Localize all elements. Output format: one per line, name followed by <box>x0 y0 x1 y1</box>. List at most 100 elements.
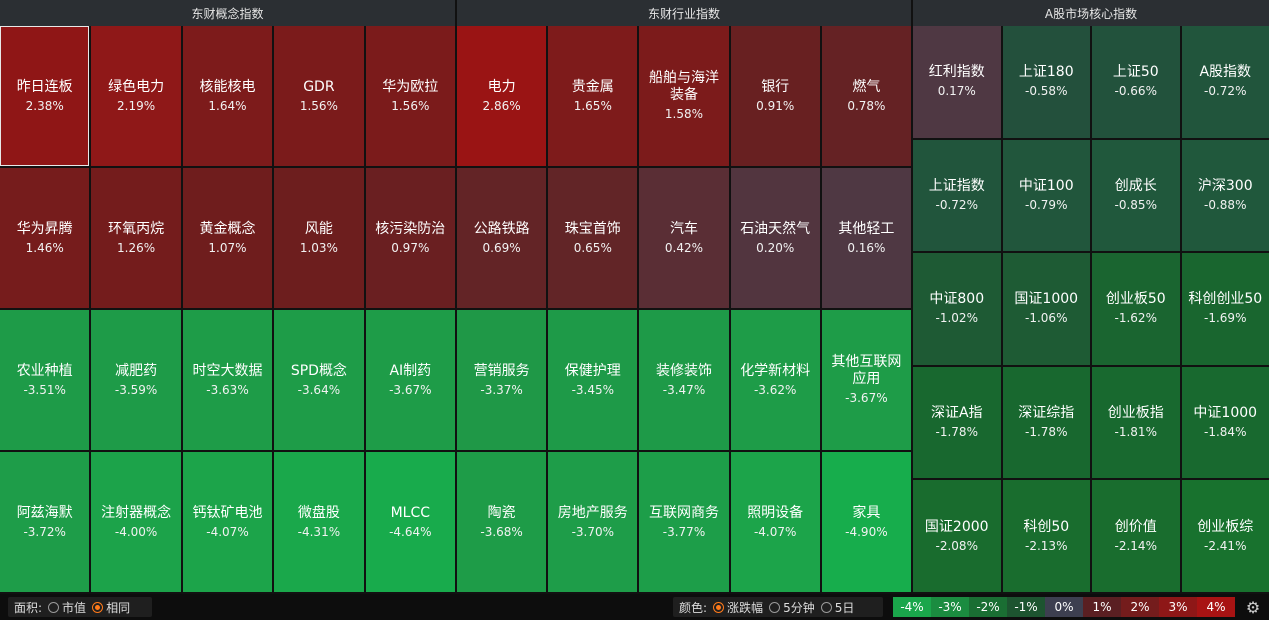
treemap-tile[interactable]: 房地产服务 -3.70% <box>548 452 638 592</box>
treemap-tile[interactable]: 珠宝首饰 0.65% <box>548 168 638 308</box>
tile-change: 1.56% <box>299 98 338 113</box>
treemap-tile[interactable]: 微盘股 -4.31% <box>274 452 364 592</box>
tile-name: 银行 <box>761 78 790 95</box>
tile-change: -0.88% <box>1204 197 1247 212</box>
tile-change: 0.78% <box>847 98 886 113</box>
treemap-tile[interactable]: 昨日连板 2.38% <box>0 26 90 166</box>
color-option-5day[interactable]: 5日 <box>820 599 854 616</box>
tile-change: 1.58% <box>664 107 704 121</box>
color-option-5min[interactable]: 5分钟 <box>769 599 815 616</box>
treemap-tile[interactable]: 风能 1.03% <box>274 168 364 308</box>
treemap-tile[interactable]: AI制药 -3.67% <box>365 310 455 450</box>
treemap-tile[interactable]: 红利指数 0.17% <box>913 26 1001 138</box>
tile-change: -3.67% <box>389 382 432 397</box>
treemap-tile[interactable]: 绿色电力 2.19% <box>91 26 181 166</box>
treemap-tile[interactable]: 装修装饰 -3.47% <box>639 310 729 450</box>
color-legend: -4% -3% -2% -1% 0% 1% 2% 3% 4% <box>893 597 1235 617</box>
treemap-tile[interactable]: 照明设备 -4.07% <box>730 452 820 592</box>
treemap-tile[interactable]: 船舶与海洋装备 1.58% <box>639 26 729 166</box>
treemap-tile[interactable]: 创业板综 -2.41% <box>1181 480 1269 592</box>
treemap-tile[interactable]: 核污染防治 0.97% <box>365 168 455 308</box>
treemap-tile[interactable]: 汽车 0.42% <box>639 168 729 308</box>
tile-name: 保健护理 <box>564 362 621 379</box>
tile-change: -2.08% <box>935 538 978 553</box>
treemap-tile[interactable]: 钙钛矿电池 -4.07% <box>182 452 273 592</box>
treemap-tile[interactable]: 家具 -4.90% <box>821 452 911 592</box>
tile-name: 国证1000 <box>1014 291 1079 308</box>
tile-name: 农业种植 <box>16 362 73 379</box>
treemap-tile[interactable]: 科创50 -2.13% <box>1002 480 1090 592</box>
treemap-tile[interactable]: 深证A指 -1.78% <box>913 366 1001 479</box>
treemap-tile[interactable]: 沪深300 -0.88% <box>1181 139 1269 252</box>
tile-name: 化学新材料 <box>740 362 811 379</box>
treemap-tile[interactable]: 黄金概念 1.07% <box>182 168 273 308</box>
tile-change: -0.85% <box>1114 197 1157 212</box>
panel-title: A股市场核心指数 <box>913 0 1269 26</box>
treemap-tile[interactable]: 互联网商务 -3.77% <box>639 452 729 592</box>
tile-change: -3.64% <box>297 382 341 397</box>
treemap-tile[interactable]: 国证2000 -2.08% <box>913 480 1001 592</box>
treemap-tile[interactable]: 上证180 -0.58% <box>1002 26 1090 138</box>
treemap-tile[interactable]: 化学新材料 -3.62% <box>730 310 820 450</box>
treemap-tile[interactable]: 其他轻工 0.16% <box>821 168 911 308</box>
treemap-tile[interactable]: 电力 2.86% <box>457 26 547 166</box>
treemap-tile[interactable]: 减肥药 -3.59% <box>91 310 181 450</box>
treemap-tile[interactable]: A股指数 -0.72% <box>1181 26 1269 138</box>
treemap-tile[interactable]: 公路铁路 0.69% <box>457 168 547 308</box>
tile-name: 创业板指 <box>1107 405 1164 422</box>
treemap-tile[interactable]: 中证100 -0.79% <box>1002 139 1090 252</box>
tile-name: 创业板50 <box>1105 291 1166 308</box>
tile-name: 科创创业50 <box>1188 291 1263 308</box>
treemap-tile[interactable]: 华为欧拉 1.56% <box>365 26 455 166</box>
tile-name: 阿兹海默 <box>16 504 73 521</box>
tile-name: 燃气 <box>852 78 881 95</box>
tile-name: 石油天然气 <box>740 220 811 237</box>
treemap-tile[interactable]: 创业板50 -1.62% <box>1092 253 1180 365</box>
treemap-tile[interactable]: 创业板指 -1.81% <box>1092 366 1180 479</box>
treemap-tile[interactable]: 农业种植 -3.51% <box>0 310 90 450</box>
treemap-tile[interactable]: 国证1000 -1.06% <box>1002 253 1090 365</box>
treemap-tile[interactable]: 燃气 0.78% <box>821 26 911 166</box>
treemap-tile[interactable]: GDR 1.56% <box>274 26 364 166</box>
treemap-tile[interactable]: 创价值 -2.14% <box>1092 480 1180 592</box>
tile-change: -2.14% <box>1114 538 1157 553</box>
treemap-tile[interactable]: 注射器概念 -4.00% <box>91 452 181 592</box>
treemap-tile[interactable]: 创成长 -0.85% <box>1092 139 1180 252</box>
treemap-tile[interactable]: 银行 0.91% <box>730 26 820 166</box>
tile-change: -0.66% <box>1114 84 1157 99</box>
tile-name: A股指数 <box>1199 64 1252 81</box>
treemap-tile[interactable]: SPD概念 -3.64% <box>274 310 364 450</box>
treemap-tile[interactable]: 贵金属 1.65% <box>548 26 638 166</box>
core-index-panel: A股市场核心指数 红利指数 0.17% 上证180 -0.58% 上证50 -0.66% A… <box>913 0 1269 592</box>
tile-change: -4.90% <box>845 524 888 539</box>
area-option-market-cap[interactable]: 市值 <box>48 599 86 616</box>
treemap-tile[interactable]: 深证综指 -1.78% <box>1002 366 1090 479</box>
area-option-equal[interactable]: 相同 <box>92 599 130 616</box>
treemap-tile[interactable]: 其他互联网应用 -3.67% <box>821 310 911 450</box>
treemap-tile[interactable]: 陶瓷 -3.68% <box>457 452 547 592</box>
tile-name: 减肥药 <box>115 362 158 379</box>
gear-icon[interactable]: ⚙ <box>1245 597 1261 617</box>
tile-change: 0.42% <box>664 240 704 255</box>
tile-change: -3.77% <box>662 524 706 539</box>
treemap-tile[interactable]: 上证50 -0.66% <box>1092 26 1180 138</box>
tile-change: 0.69% <box>482 240 521 255</box>
treemap-tile[interactable]: 时空大数据 -3.63% <box>182 310 273 450</box>
treemap-tile[interactable]: 石油天然气 0.20% <box>730 168 820 308</box>
treemap-tile[interactable]: 华为昇腾 1.46% <box>0 168 90 308</box>
treemap-tile[interactable]: 环氧丙烷 1.26% <box>91 168 181 308</box>
treemap-tile[interactable]: 保健护理 -3.45% <box>548 310 638 450</box>
treemap-tile[interactable]: 中证1000 -1.84% <box>1181 366 1269 479</box>
treemap-tile[interactable]: MLCC -4.64% <box>365 452 455 592</box>
tile-name: 华为昇腾 <box>16 220 73 237</box>
radio-icon <box>713 601 725 613</box>
tile-name: 装修装饰 <box>655 362 712 379</box>
treemap-tile[interactable]: 中证800 -1.02% <box>913 253 1001 365</box>
color-option-change[interactable]: 涨跌幅 <box>713 599 763 616</box>
legend-swatch: 0% <box>1045 597 1083 617</box>
treemap-tile[interactable]: 营销服务 -3.37% <box>457 310 547 450</box>
treemap-tile[interactable]: 阿兹海默 -3.72% <box>0 452 90 592</box>
treemap-tile[interactable]: 核能核电 1.64% <box>182 26 273 166</box>
treemap-tile[interactable]: 上证指数 -0.72% <box>913 139 1001 252</box>
treemap-tile[interactable]: 科创创业50 -1.69% <box>1181 253 1269 365</box>
